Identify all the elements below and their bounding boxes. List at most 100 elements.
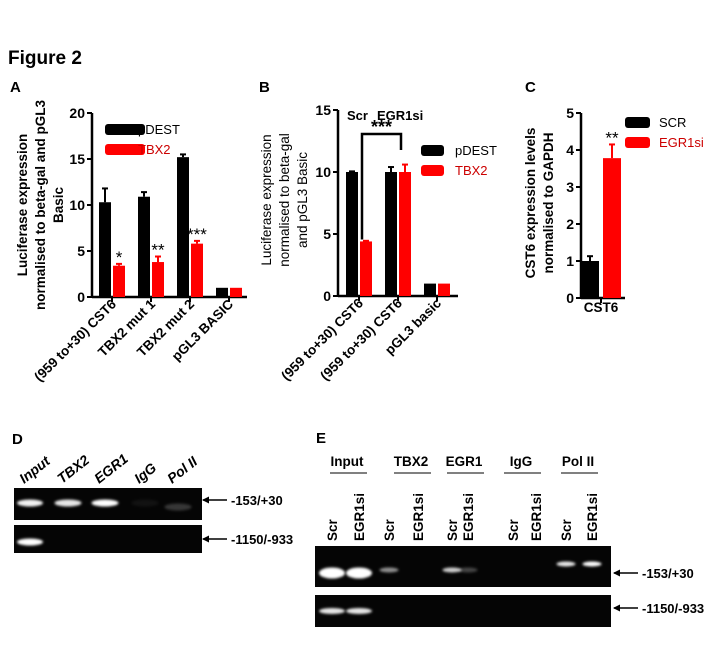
dna-band (131, 499, 159, 507)
lane-label: Scr (325, 518, 340, 541)
dna-band (319, 608, 345, 614)
panel-label-a: A (10, 79, 21, 96)
dna-band (17, 499, 43, 507)
chart-panel-c: 0 1 2 3 4 5 CST6 expression levels normalised t… (523, 105, 704, 315)
legend-label-tbx2: TBX2 (138, 142, 171, 157)
legend-label-scr: SCR (659, 115, 686, 130)
bar-pdest (177, 157, 189, 297)
bar-pdest (138, 196, 150, 297)
lane-label: Input (16, 452, 54, 486)
y-tick-label: 15 (69, 151, 85, 167)
group-label: IgG (510, 454, 533, 469)
y-axis-label: Luciferase expression (259, 134, 274, 265)
amplicon-label: -153/+30 (642, 566, 694, 581)
amplicon-label: -1150/-933 (231, 532, 293, 547)
bar-pdest (216, 287, 228, 297)
amplicon-label: -153/+30 (231, 493, 283, 508)
lane-label: Pol II (164, 452, 201, 486)
group-label: EGR1 (446, 454, 483, 469)
y-tick-label: 15 (315, 102, 331, 118)
lane-label: EGR1 (91, 450, 131, 486)
significance-marker: ** (151, 241, 165, 260)
bar-tbx2 (113, 265, 125, 297)
y-tick-label: 0 (323, 288, 331, 304)
dna-band (442, 567, 462, 573)
y-axis-label: normalised to beta-gal and pGL3 (33, 99, 48, 310)
lane-label: TBX2 (54, 452, 92, 487)
dna-band (582, 561, 602, 567)
dna-band (54, 499, 82, 507)
gel-image (14, 525, 202, 553)
group-label: Pol II (562, 454, 594, 469)
dna-band (346, 567, 372, 579)
y-axis-label: CST6 expression levels (523, 128, 538, 279)
y-tick-label: 4 (566, 142, 574, 158)
amplicon-label: -1150/-933 (642, 601, 704, 616)
y-axis-label: normalised to GAPDH (541, 132, 556, 273)
bar-scr (581, 261, 599, 298)
legend-swatch-egr1si (625, 137, 650, 148)
group-label-scr: Scr (347, 108, 368, 123)
arrow-head-icon (613, 604, 620, 612)
y-tick-label: 1 (566, 253, 574, 269)
legend-swatch-pdest (105, 124, 145, 135)
group-label-egr1si: EGR1si (377, 108, 423, 123)
legend-label-pdest: pDEST (138, 122, 180, 137)
y-tick-label: 2 (566, 216, 574, 232)
chart-panel-b: 0 5 10 15 Luciferase expression normalised to… (259, 102, 497, 383)
bar-pdest (346, 172, 358, 296)
figure-title: Figure 2 (8, 48, 82, 69)
significance-marker: * (116, 248, 123, 267)
chart-panel-a: 0 5 10 15 20 Luciferase expression normalised … (15, 99, 247, 384)
y-tick-label: 10 (315, 164, 331, 180)
dna-band (379, 567, 399, 573)
y-tick-label: 5 (77, 243, 85, 259)
lane-label: Scr (445, 518, 460, 541)
y-tick-label: 5 (323, 226, 331, 242)
panel-label-b: B (259, 79, 270, 96)
arrow-head-icon (202, 496, 209, 504)
legend-swatch-pdest (421, 145, 444, 156)
legend-label-tbx2: TBX2 (455, 163, 488, 178)
dna-band (91, 499, 119, 507)
lane-label: EGR1si (352, 493, 367, 541)
significance-marker: ** (605, 128, 619, 147)
dna-band (458, 567, 478, 573)
arrow-head-icon (202, 535, 209, 543)
legend-swatch-tbx2 (421, 165, 444, 176)
legend-label-egr1si: EGR1si (659, 135, 704, 150)
legend-swatch-tbx2 (105, 144, 145, 155)
x-tick-label: CST6 (584, 300, 619, 315)
lane-label: EGR1si (461, 493, 476, 541)
y-axis-label: Luciferase expression (15, 134, 30, 277)
arrow-head-icon (613, 569, 620, 577)
y-tick-label: 0 (77, 289, 85, 305)
legend-swatch-scr (625, 117, 650, 128)
group-label: Input (331, 454, 364, 469)
lane-label: EGR1si (585, 493, 600, 541)
legend-label-pdest: pDEST (455, 143, 497, 158)
bar-tbx2 (438, 283, 450, 296)
panel-label-e: E (316, 430, 326, 447)
y-axis-label: Basic (51, 186, 66, 223)
lane-label: IgG (131, 459, 159, 486)
lane-label: Scr (382, 518, 397, 541)
y-tick-label: 3 (566, 179, 574, 195)
bar-tbx2 (191, 243, 203, 297)
lane-label: EGR1si (411, 493, 426, 541)
y-axis-label: normalised to beta-gal (277, 133, 292, 267)
bar-tbx2 (230, 287, 242, 297)
bar-pdest (99, 202, 111, 297)
significance-marker: *** (371, 117, 392, 137)
y-axis-label: and pGL3 Basic (295, 152, 310, 248)
panel-label-c: C (525, 79, 536, 96)
y-tick-label: 10 (69, 197, 85, 213)
panel-label-d: D (12, 431, 23, 448)
dna-band (319, 567, 345, 579)
lane-label: EGR1si (529, 493, 544, 541)
significance-bracket (360, 132, 403, 240)
dna-band (556, 561, 576, 567)
